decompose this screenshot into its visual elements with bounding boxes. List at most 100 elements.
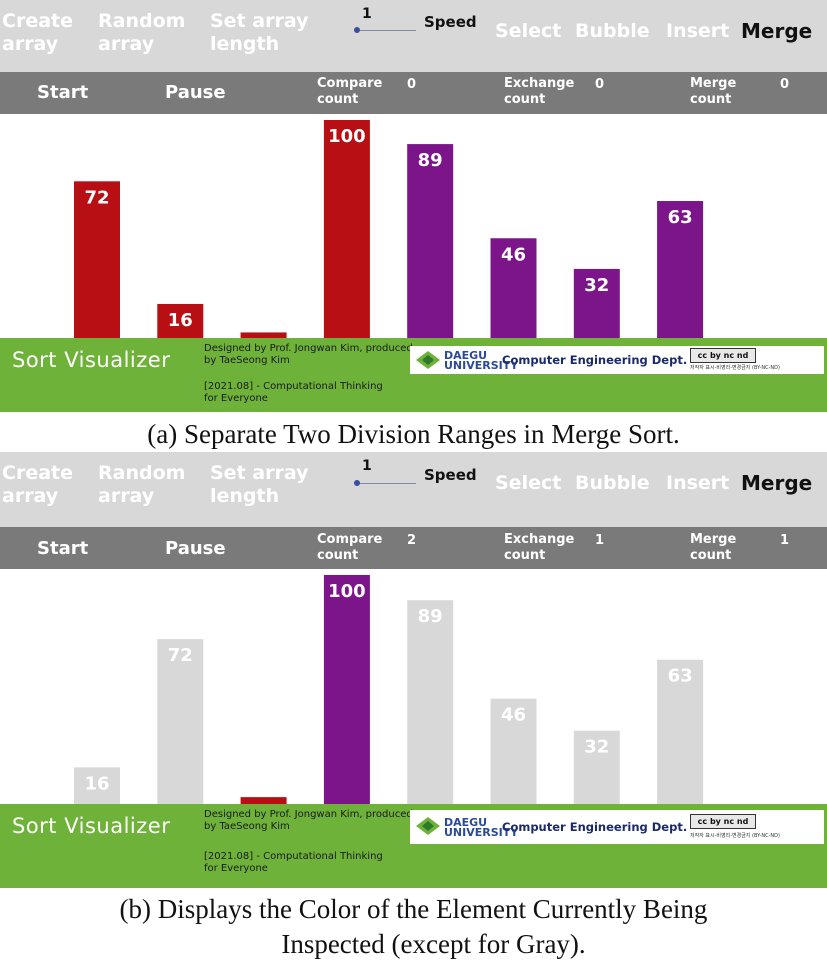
university-banner: DAEGU UNIVERSITY Computer Engineering De… xyxy=(410,810,824,844)
license-text: 저작자 표시-비영리-변경금지 (BY-NC-ND) xyxy=(690,365,780,371)
random-array-button[interactable]: Random array xyxy=(98,462,186,507)
merge-count-value: 0 xyxy=(780,77,790,92)
compare-count-label: Compare count xyxy=(317,76,383,107)
bar-value-label: 63 xyxy=(668,666,693,687)
bar-value-label: 46 xyxy=(501,705,526,726)
caption-a: (a) Separate Two Division Ranges in Merg… xyxy=(147,419,680,449)
speed-slider-handle[interactable] xyxy=(354,27,360,33)
merge-count-label: Merge count xyxy=(690,532,737,563)
bar-1 xyxy=(157,639,204,804)
toolbar: Create array Random array Set array leng… xyxy=(0,452,827,527)
exchange-count-value: 0 xyxy=(595,77,605,92)
start-button[interactable]: Start xyxy=(37,538,89,559)
bar-value-label: 16 xyxy=(168,310,193,331)
university-name: DAEGU UNIVERSITY xyxy=(444,816,519,839)
random-array-button[interactable]: Random array xyxy=(98,10,186,55)
control-bar: Start Pause Compare count 2 Exchange cou… xyxy=(0,527,827,569)
bar-value-label: 32 xyxy=(584,737,609,758)
bar-6 xyxy=(573,730,620,804)
merge-count-label: Merge count xyxy=(690,76,737,107)
bar-chart: 16 72 3 100 89 46 32 63 xyxy=(74,575,704,804)
footer: Sort Visualizer Designed by Prof. Jongwa… xyxy=(0,804,827,888)
merge-sort-button[interactable]: Merge xyxy=(741,471,813,495)
caption-b-line2: Inspected (except for Gray). xyxy=(281,929,586,959)
bar-value-label: 32 xyxy=(584,275,609,296)
bar-value-label: 46 xyxy=(501,244,526,265)
insert-sort-button[interactable]: Insert xyxy=(666,20,730,42)
bar-chart: 7216310089463263 xyxy=(74,120,704,339)
department-name: Computer Engineering Dept. xyxy=(502,353,688,367)
bar-4 xyxy=(407,144,454,339)
exchange-count-label: Exchange count xyxy=(504,532,575,563)
pause-button[interactable]: Pause xyxy=(165,82,226,103)
cc-license-icon: cc by nc nd xyxy=(690,348,756,363)
merge-sort-button[interactable]: Merge xyxy=(741,19,813,43)
bar-2 xyxy=(240,332,287,339)
bar-7 xyxy=(657,201,704,339)
panel-b: Create array Random array Set array leng… xyxy=(0,452,827,888)
course-text: [2021.08] - Computational Thinking for E… xyxy=(204,851,383,874)
license-text: 저작자 표시-비영리-변경금지 (BY-NC-ND) xyxy=(690,833,780,839)
brand-title: Sort Visualizer xyxy=(12,348,171,372)
daegu-logo-icon xyxy=(416,351,440,369)
bar-5 xyxy=(490,238,537,339)
caption-b-line1: (b) Displays the Color of the Element Cu… xyxy=(119,894,708,924)
bar-value-label: 100 xyxy=(328,581,366,602)
university-banner: DAEGU UNIVERSITY Computer Engineering De… xyxy=(410,346,824,374)
compare-count-label: Compare count xyxy=(317,532,383,563)
speed-label: Speed xyxy=(424,13,477,31)
daegu-logo-icon xyxy=(416,817,440,835)
bar-value-label: 72 xyxy=(84,187,109,208)
bar-2 xyxy=(240,797,287,804)
compare-count-value: 2 xyxy=(407,533,417,548)
bar-7 xyxy=(657,659,704,804)
bar-value-label: 72 xyxy=(168,645,193,666)
select-sort-button[interactable]: Select xyxy=(495,472,562,494)
footer: Sort Visualizer Designed by Prof. Jongwa… xyxy=(0,338,827,412)
bar-value-label: 16 xyxy=(84,773,109,794)
create-array-button[interactable]: Create array xyxy=(2,462,73,507)
credit-text: Designed by Prof. Jongwan Kim, produced … xyxy=(204,809,413,832)
bar-5 xyxy=(490,698,537,804)
start-button[interactable]: Start xyxy=(37,82,89,103)
credit-text: Designed by Prof. Jongwan Kim, produced … xyxy=(204,343,413,366)
bar-0 xyxy=(74,181,120,339)
bar-value-label: 63 xyxy=(668,207,693,228)
bar-3 xyxy=(323,575,370,804)
department-name: Computer Engineering Dept. xyxy=(502,820,688,834)
university-name: DAEGU UNIVERSITY xyxy=(444,349,519,372)
speed-slider[interactable] xyxy=(356,30,416,31)
bar-3 xyxy=(323,120,370,339)
bar-value-label: 89 xyxy=(418,606,443,627)
bar-value-label: 89 xyxy=(418,150,443,171)
speed-label: Speed xyxy=(424,466,477,484)
compare-count-value: 0 xyxy=(407,77,417,92)
bar-value-label: 100 xyxy=(328,126,366,147)
bar-value-label: 3 xyxy=(257,803,270,804)
bar-0 xyxy=(74,767,120,804)
pause-button[interactable]: Pause xyxy=(165,538,226,559)
set-array-length-button[interactable]: Set array length xyxy=(210,10,309,55)
bubble-sort-button[interactable]: Bubble xyxy=(575,20,650,42)
speed-slider-handle[interactable] xyxy=(354,480,360,486)
select-sort-button[interactable]: Select xyxy=(495,20,562,42)
insert-sort-button[interactable]: Insert xyxy=(666,472,730,494)
control-bar: Start Pause Compare count 0 Exchange cou… xyxy=(0,72,827,114)
bar-1 xyxy=(157,303,204,339)
exchange-count-value: 1 xyxy=(595,533,605,548)
set-array-length-button[interactable]: Set array length xyxy=(210,462,309,507)
speed-slider[interactable] xyxy=(356,483,416,484)
exchange-count-label: Exchange count xyxy=(504,76,575,107)
speed-value: 1 xyxy=(362,458,372,474)
bar-6 xyxy=(573,268,620,339)
bar-4 xyxy=(407,600,454,804)
course-text: [2021.08] - Computational Thinking for E… xyxy=(204,381,383,404)
toolbar: Create array Random array Set array leng… xyxy=(0,0,827,72)
speed-value: 1 xyxy=(362,6,372,22)
bubble-sort-button[interactable]: Bubble xyxy=(575,472,650,494)
brand-title: Sort Visualizer xyxy=(12,814,171,838)
cc-license-icon: cc by nc nd xyxy=(690,814,756,829)
merge-count-value: 1 xyxy=(780,533,790,548)
panel-a: Create array Random array Set array leng… xyxy=(0,0,827,412)
create-array-button[interactable]: Create array xyxy=(2,10,73,55)
